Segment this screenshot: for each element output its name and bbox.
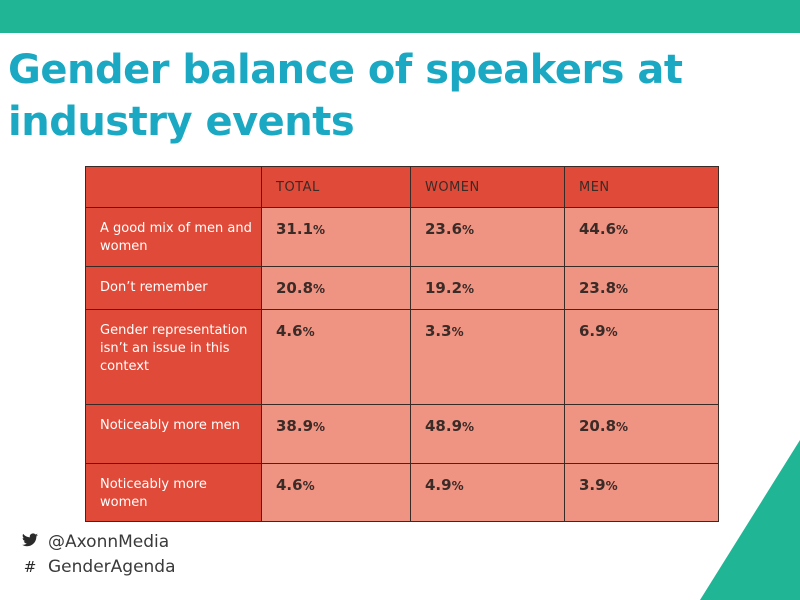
cell-total: 31.1% xyxy=(261,207,411,267)
header-women: WOMEN xyxy=(410,165,565,209)
cell-men: 23.8% xyxy=(564,265,719,310)
hashtag: # GenderAgenda xyxy=(20,557,176,577)
cell-total: 38.9% xyxy=(261,404,411,464)
header-total: TOTAL xyxy=(261,165,411,209)
table-header-row: TOTAL WOMEN MEN xyxy=(85,165,719,209)
table-row: Noticeably more women 4.6% 4.9% 3.9% xyxy=(85,462,719,523)
cell-women: 19.2% xyxy=(410,265,565,310)
page-title: Gender balance of speakers at industry e… xyxy=(8,47,683,145)
cell-women: 4.9% xyxy=(410,462,565,523)
hash-icon: # xyxy=(23,558,37,576)
cell-total: 20.8% xyxy=(261,265,411,310)
cell-women: 48.9% xyxy=(410,404,565,464)
cell-men: 3.9% xyxy=(564,462,719,523)
header-men: MEN xyxy=(564,165,719,209)
table-row: Noticeably more men 38.9% 48.9% 20.8% xyxy=(85,404,719,464)
table-row: Gender representation isn’t an issue in … xyxy=(85,308,719,406)
cell-total: 4.6% xyxy=(261,462,411,523)
row-label: A good mix of men and women xyxy=(85,207,262,267)
row-label: Gender representation isn’t an issue in … xyxy=(85,308,262,406)
top-banner-bar xyxy=(0,0,800,33)
hashtag-text: GenderAgenda xyxy=(48,557,176,577)
row-label: Don’t remember xyxy=(85,265,262,310)
bird-icon xyxy=(20,533,40,551)
twitter-handle: @AxonnMedia xyxy=(20,532,169,552)
table-row: A good mix of men and women 31.1% 23.6% … xyxy=(85,207,719,267)
cell-men: 20.8% xyxy=(564,404,719,464)
cell-men: 44.6% xyxy=(564,207,719,267)
corner-triangle-shape xyxy=(700,440,800,600)
cell-total: 4.6% xyxy=(261,308,411,406)
cell-women: 3.3% xyxy=(410,308,565,406)
table-row: Don’t remember 20.8% 19.2% 23.8% xyxy=(85,265,719,310)
twitter-handle-text: @AxonnMedia xyxy=(48,532,170,552)
row-label: Noticeably more women xyxy=(85,462,262,523)
survey-table: TOTAL WOMEN MEN A good mix of men and wo… xyxy=(85,165,719,523)
row-label: Noticeably more men xyxy=(85,404,262,464)
cell-women: 23.6% xyxy=(410,207,565,267)
cell-men: 6.9% xyxy=(564,308,719,406)
